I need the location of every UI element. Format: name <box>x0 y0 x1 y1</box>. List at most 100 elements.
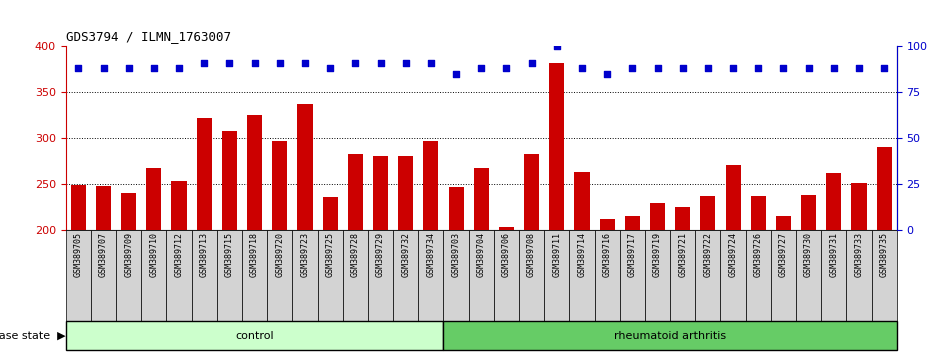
Bar <box>877 147 892 229</box>
Bar <box>569 229 594 321</box>
Text: control: control <box>236 331 274 341</box>
Bar <box>373 156 388 229</box>
Text: GSM389727: GSM389727 <box>779 232 788 277</box>
Point <box>323 65 338 71</box>
Bar <box>852 183 867 229</box>
Text: GSM389734: GSM389734 <box>426 232 436 277</box>
Point <box>751 65 766 71</box>
Bar <box>347 154 362 229</box>
Bar <box>398 156 413 229</box>
Bar <box>645 229 670 321</box>
Point <box>423 60 439 65</box>
Point <box>398 60 413 65</box>
Point <box>347 60 362 65</box>
Bar <box>272 141 287 229</box>
Point <box>247 60 262 65</box>
Text: GSM389714: GSM389714 <box>577 232 587 277</box>
Point <box>877 65 892 71</box>
Text: GSM389723: GSM389723 <box>300 232 310 277</box>
Bar <box>519 229 545 321</box>
Bar <box>368 229 393 321</box>
Bar <box>449 187 464 229</box>
Text: disease state  ▶: disease state ▶ <box>0 331 66 341</box>
Text: GSM389717: GSM389717 <box>628 232 637 277</box>
Bar <box>746 229 771 321</box>
Bar <box>826 173 841 229</box>
Bar <box>222 131 237 229</box>
Text: GSM389724: GSM389724 <box>729 232 737 277</box>
Point <box>726 65 741 71</box>
Bar <box>524 154 539 229</box>
Bar <box>750 196 766 229</box>
Text: GSM389719: GSM389719 <box>653 232 662 277</box>
Bar <box>720 229 746 321</box>
Point <box>549 43 564 49</box>
Bar <box>650 203 665 229</box>
Point <box>172 65 187 71</box>
Bar <box>469 229 494 321</box>
Text: GSM389710: GSM389710 <box>149 232 159 277</box>
Point <box>624 65 639 71</box>
Bar <box>317 229 343 321</box>
Bar <box>343 229 368 321</box>
Text: GSM389721: GSM389721 <box>678 232 687 277</box>
Bar <box>116 229 141 321</box>
Point <box>70 65 85 71</box>
Point <box>524 60 539 65</box>
Bar <box>695 229 720 321</box>
Text: GSM389713: GSM389713 <box>200 232 208 277</box>
Bar <box>393 229 418 321</box>
Bar <box>801 195 816 229</box>
Text: GSM389718: GSM389718 <box>250 232 259 277</box>
Text: GSM389722: GSM389722 <box>703 232 713 277</box>
Bar <box>545 229 569 321</box>
Text: GSM389711: GSM389711 <box>552 232 562 277</box>
Text: GSM389707: GSM389707 <box>99 232 108 277</box>
Bar <box>499 227 514 229</box>
Bar <box>217 229 242 321</box>
Bar <box>594 229 620 321</box>
Text: GSM389706: GSM389706 <box>502 232 511 277</box>
Bar <box>418 229 443 321</box>
Text: rheumatoid arthritis: rheumatoid arthritis <box>614 331 726 341</box>
Text: GSM389735: GSM389735 <box>880 232 888 277</box>
Bar <box>796 229 822 321</box>
Text: GSM389733: GSM389733 <box>854 232 864 277</box>
Bar <box>822 229 846 321</box>
Bar <box>70 185 85 229</box>
Bar <box>494 229 519 321</box>
Bar <box>146 168 162 229</box>
Bar <box>575 172 590 229</box>
Text: GSM389708: GSM389708 <box>527 232 536 277</box>
Point <box>373 60 388 65</box>
Point <box>121 65 136 71</box>
Bar <box>624 216 639 229</box>
Text: GSM389732: GSM389732 <box>401 232 410 277</box>
Text: GDS3794 / ILMN_1763007: GDS3794 / ILMN_1763007 <box>66 30 231 44</box>
Bar <box>473 168 489 229</box>
Point <box>197 60 212 65</box>
Text: GSM389705: GSM389705 <box>74 232 83 277</box>
Bar <box>196 118 212 229</box>
Bar <box>121 193 136 229</box>
Text: GSM389716: GSM389716 <box>603 232 611 277</box>
Text: GSM389712: GSM389712 <box>175 232 183 277</box>
Point <box>222 60 237 65</box>
Text: GSM389729: GSM389729 <box>376 232 385 277</box>
Text: GSM389709: GSM389709 <box>124 232 133 277</box>
Bar <box>846 229 871 321</box>
Point <box>600 71 615 76</box>
Bar <box>423 141 439 229</box>
Bar <box>268 229 292 321</box>
Bar <box>66 321 443 350</box>
Point <box>474 65 489 71</box>
Bar <box>670 229 695 321</box>
Bar <box>96 187 111 229</box>
Bar <box>141 229 166 321</box>
Text: GSM389731: GSM389731 <box>829 232 839 277</box>
Point <box>700 65 716 71</box>
Bar <box>443 321 897 350</box>
Bar <box>771 229 796 321</box>
Bar <box>292 229 317 321</box>
Bar <box>443 229 469 321</box>
